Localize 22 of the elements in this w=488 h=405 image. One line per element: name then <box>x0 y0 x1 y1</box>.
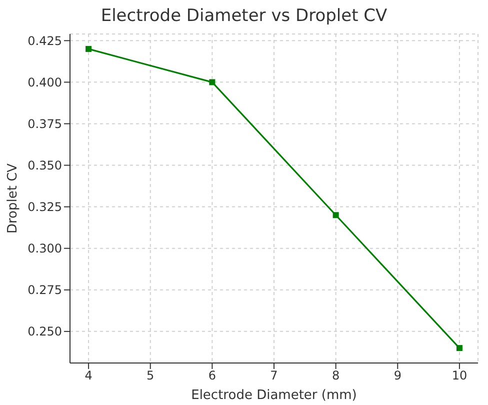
y-tick-label: 0.250 <box>28 324 62 339</box>
y-tick-label: 0.275 <box>28 283 62 298</box>
y-tick-label: 0.425 <box>28 34 62 48</box>
x-tick-label: 8 <box>332 368 340 383</box>
y-tick-label: 0.300 <box>28 242 62 256</box>
y-tick-label: 0.375 <box>28 116 62 131</box>
x-tick-label: 9 <box>394 368 402 383</box>
x-tick-label: 10 <box>452 368 468 383</box>
x-tick-label: 4 <box>84 368 92 383</box>
y-axis-title: Droplet CV <box>6 163 21 234</box>
point <box>332 212 339 218</box>
point <box>86 46 92 52</box>
x-tick-label: 7 <box>270 368 278 383</box>
x-axis-title: Electrode Diameter (mm) <box>191 388 357 403</box>
x-tick-label: 6 <box>208 368 216 383</box>
point <box>209 79 216 86</box>
point <box>456 345 462 352</box>
y-tick-label: 0.325 <box>28 200 62 214</box>
chart-title: Electrode Diameter vs Droplet CV <box>100 6 388 26</box>
y-tick-label: 0.350 <box>28 158 62 173</box>
y-tick-label: 0.400 <box>28 75 62 90</box>
x-tick-label: 5 <box>146 368 154 383</box>
